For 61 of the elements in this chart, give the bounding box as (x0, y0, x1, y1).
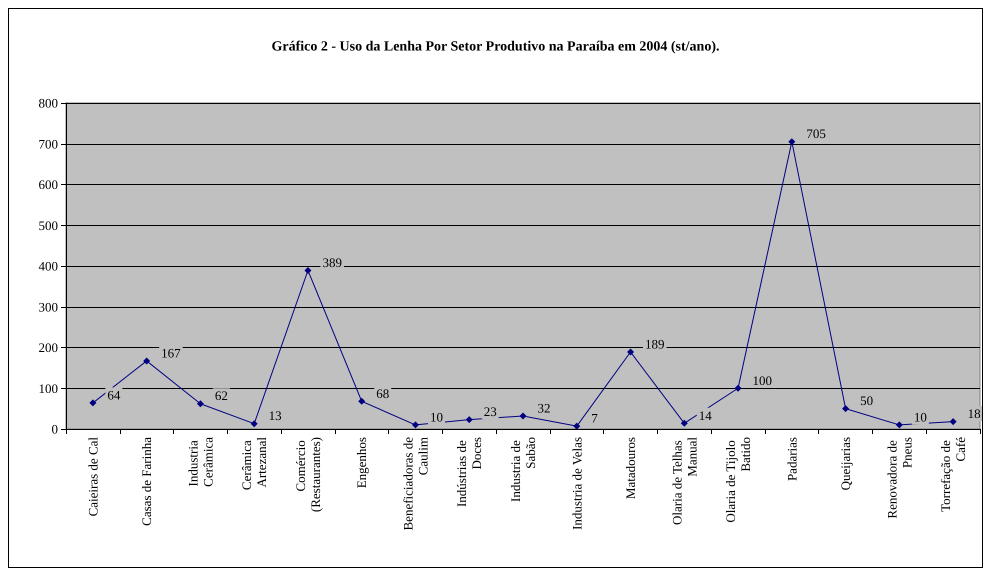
point (842, 405, 850, 412)
y-tick-label: 300 (38, 299, 58, 314)
x-tick-label: Industria de Velas (569, 437, 584, 530)
y-tick-label: 400 (38, 258, 58, 274)
point (950, 418, 957, 426)
data-label: 100 (752, 372, 772, 388)
point (412, 421, 419, 428)
data-label: 705 (806, 126, 826, 142)
x-tick-label: Engenhos (354, 437, 370, 488)
point (89, 399, 96, 406)
point (250, 420, 258, 428)
x-tick-label: Padarias (784, 437, 800, 482)
data-label: 68 (376, 386, 390, 401)
data-label: 23 (484, 404, 497, 420)
y-tick-label: 600 (38, 177, 58, 192)
data-label: 32 (538, 400, 550, 416)
data-label: 14 (698, 408, 712, 423)
data-label: 7 (591, 410, 598, 426)
point (680, 420, 688, 427)
point (143, 357, 150, 364)
point (520, 412, 526, 420)
x-tick-label: Caieiras de Cal (85, 436, 100, 516)
chart-title: Gráfico 2 - Uso da Lenha Por Setor Produtivo na Paraíba em 2004 (st/ano). (272, 40, 720, 54)
point (627, 348, 634, 356)
point (196, 400, 204, 408)
point (304, 266, 312, 274)
point (573, 422, 580, 430)
y-tick-label: 100 (38, 380, 58, 396)
x-tick-label: Indústrias de Doces (454, 437, 484, 508)
point (788, 138, 796, 146)
data-label: 389 (322, 254, 342, 270)
data-label: 167 (161, 345, 182, 360)
point (358, 398, 366, 405)
point (896, 421, 903, 428)
x-tick-label: Industria Cerâmica (185, 436, 216, 487)
x-tick-label: Comércio (Restaurantes) (292, 437, 323, 512)
point (734, 384, 742, 392)
y-tick-label: 0 (52, 422, 58, 436)
x-tick-label: Cerâmica Artezanal (239, 436, 270, 490)
data-label: 189 (645, 336, 665, 352)
data-label: 50 (860, 393, 874, 408)
data-label: 62 (214, 388, 228, 404)
y-tick-label: 800 (38, 96, 58, 110)
x-tick-label: Beneficiadoras de Caulim (400, 436, 430, 530)
data-label: 10 (430, 409, 443, 424)
y-tick-label: 200 (38, 340, 58, 355)
data-label: 13 (268, 408, 282, 424)
data-label: 64 (107, 387, 121, 402)
data-label: 10 (914, 409, 927, 424)
x-tick-label: Industria de Sabão (508, 437, 538, 502)
x-tick-label: Matadouros (623, 437, 638, 500)
y-tick-label: 500 (38, 218, 58, 233)
y-tick-label: 700 (38, 136, 58, 152)
data-label: 18 (968, 406, 981, 422)
x-tick-label: Torrefação de Café (938, 436, 968, 512)
x-tick-label: Olaria de Telhas Manual (669, 436, 700, 526)
x-tick-label: Casas de Farinha (139, 436, 154, 526)
x-tick-label: Renovadora de Pneus (884, 437, 914, 519)
x-tick-label: Olaria de Tijolo Batido (723, 437, 754, 523)
point (466, 416, 473, 424)
x-tick-label: Queijarias (838, 437, 854, 490)
